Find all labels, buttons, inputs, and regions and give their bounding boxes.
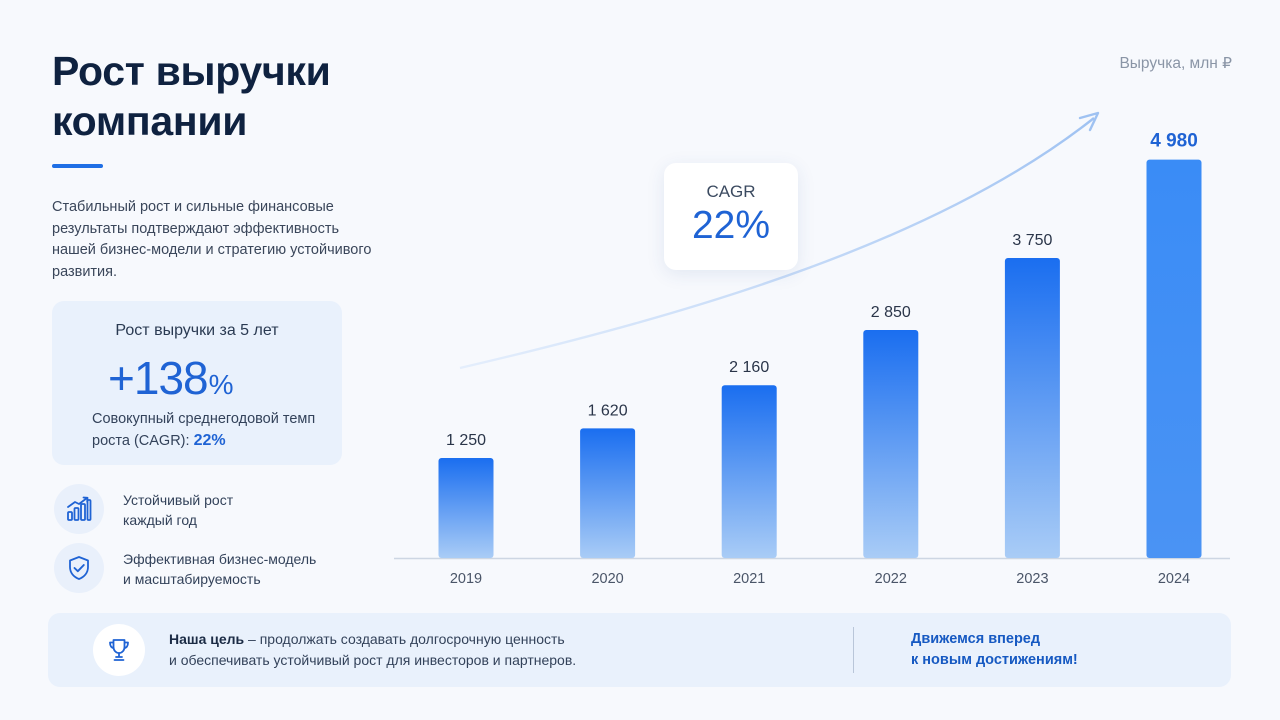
growth-bars-icon: [54, 484, 104, 534]
feature-text: Эффективная бизнес-модель и масштабируем…: [123, 549, 316, 589]
bar-value-label: 2 160: [729, 359, 769, 376]
banner-divider: [853, 627, 854, 673]
bar-2024: [1146, 159, 1202, 558]
bar-2023: [1004, 258, 1060, 558]
feature-steady-growth: Устойчивый рост каждый год: [52, 482, 352, 538]
trend-arrow-curve: [459, 117, 1095, 370]
goal-line-1: Наша цель – продолжать создавать долгоср…: [169, 629, 576, 650]
x-tick-label: 2020: [591, 571, 623, 587]
feature-business-model: Эффективная бизнес-модель и масштабируем…: [52, 541, 352, 597]
chart-unit-caption: Выручка, млн ₽: [1119, 55, 1232, 72]
title-accent-line: [52, 164, 103, 168]
feature-text: Устойчивый рост каждый год: [123, 490, 233, 530]
bar-value-label: 2 850: [871, 304, 911, 321]
x-tick-label: 2023: [1016, 571, 1048, 587]
cagr-badge: CAGR 22%: [664, 163, 798, 270]
cagr-badge-label: CAGR: [706, 182, 756, 201]
goal-line-2: и обеспечивать устойчивый рост для инвес…: [169, 652, 577, 668]
growth-card-note: Совокупный среднегодовой темп роста (CAG…: [92, 409, 342, 452]
cta-line-2: к новым достижениям!: [911, 652, 1078, 668]
x-tick-label: 2021: [733, 571, 765, 587]
cagr-badge-value: 22%: [691, 204, 771, 247]
cta-text: Движемся вперед к новым достижениям!: [911, 629, 1078, 671]
x-tick-label: 2019: [450, 571, 482, 587]
growth-value-unit: %: [208, 369, 234, 400]
x-tick-label: 2024: [1158, 571, 1190, 587]
growth-value-number: +138: [108, 352, 209, 404]
feature-text-line-2: и масштабируемость: [123, 571, 261, 587]
bar-value-label: 3 750: [1012, 232, 1052, 249]
bar-2021: [721, 385, 777, 558]
bar-value-label: 1 620: [588, 402, 628, 419]
title-line-1: Рост выручки: [52, 48, 331, 94]
shield-check-icon: [54, 543, 104, 593]
goal-text: Наша цель – продолжать создавать долгоср…: [169, 629, 576, 671]
feature-text-line-2: каждый год: [123, 512, 197, 528]
goal-line-1-rest: – продолжать создавать долгосрочную ценн…: [244, 631, 565, 647]
bar-2022: [863, 330, 919, 558]
bar-2019: [438, 458, 494, 558]
growth-note-text: Совокупный среднегодовой темп роста (CAG…: [92, 411, 316, 449]
goal-banner: Наша цель – продолжать создавать долгоср…: [48, 613, 1231, 687]
page-description: Стабильный рост и сильные финансовые рез…: [52, 199, 372, 280]
feature-text-line-1: Устойчивый рост: [123, 492, 234, 508]
growth-card-label: Рост выручки за 5 лет: [115, 322, 279, 339]
bar-value-label: 1 250: [446, 432, 486, 449]
bar-value-label: 4 980: [1150, 131, 1198, 152]
feature-text-line-1: Эффективная бизнес-модель: [123, 551, 317, 567]
growth-card-value: +138%: [108, 351, 234, 405]
goal-lead: Наша цель: [169, 631, 245, 647]
trend-arrow-head: [1078, 111, 1100, 132]
cta-line-1: Движемся вперед: [911, 631, 1041, 647]
growth-summary-card: Рост выручки за 5 лет +138% Совокупный с…: [52, 301, 342, 465]
title-line-2: компании: [52, 98, 248, 144]
page-title: Рост выручки компании: [52, 46, 331, 146]
trophy-icon: [93, 624, 145, 676]
growth-note-cagr-value: 22%: [193, 432, 226, 449]
bar-2020: [580, 428, 636, 558]
x-tick-label: 2022: [875, 571, 907, 587]
